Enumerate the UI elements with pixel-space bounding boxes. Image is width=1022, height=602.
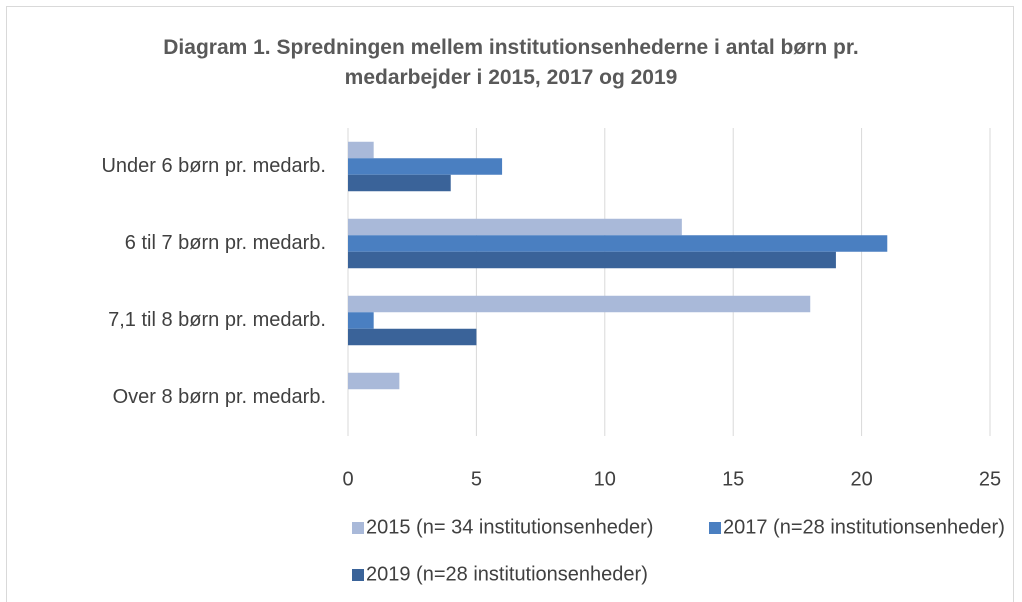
legend-swatch: [352, 522, 364, 534]
bar: [348, 251, 836, 269]
legend-label: 2019 (n=28 institutionsenheder): [366, 563, 648, 585]
x-tick-label: 20: [850, 468, 872, 490]
bar: [348, 218, 682, 236]
bar: [348, 295, 811, 313]
x-tick-label: 15: [722, 468, 744, 490]
x-tick-label: 25: [979, 468, 1001, 490]
bar: [348, 141, 374, 159]
legend-label: 2015 (n= 34 institutionsenheder): [366, 516, 653, 538]
bar: [348, 174, 451, 192]
chart-title: Diagram 1. Spredningen mellem institutio…: [163, 36, 859, 89]
chart-frame: [6, 6, 1014, 602]
legend-swatch: [352, 569, 364, 581]
legend-swatch: [709, 522, 721, 534]
y-tick-label: Under 6 børn pr. medarb.: [101, 155, 326, 177]
x-tick-label: 10: [594, 468, 616, 490]
bar: [348, 235, 888, 252]
bar: [348, 158, 503, 175]
bar: [348, 372, 400, 390]
bar: [348, 328, 477, 346]
bar: [348, 312, 374, 329]
x-tick-label: 5: [471, 468, 482, 490]
y-tick-label: 7,1 til 8 børn pr. medarb.: [108, 309, 326, 331]
y-tick-label: Over 8 børn pr. medarb.: [113, 386, 326, 408]
y-tick-label: 6 til 7 børn pr. medarb.: [125, 232, 326, 254]
legend-label: 2017 (n=28 institutionsenheder): [723, 516, 1005, 538]
x-tick-label: 0: [342, 468, 353, 490]
